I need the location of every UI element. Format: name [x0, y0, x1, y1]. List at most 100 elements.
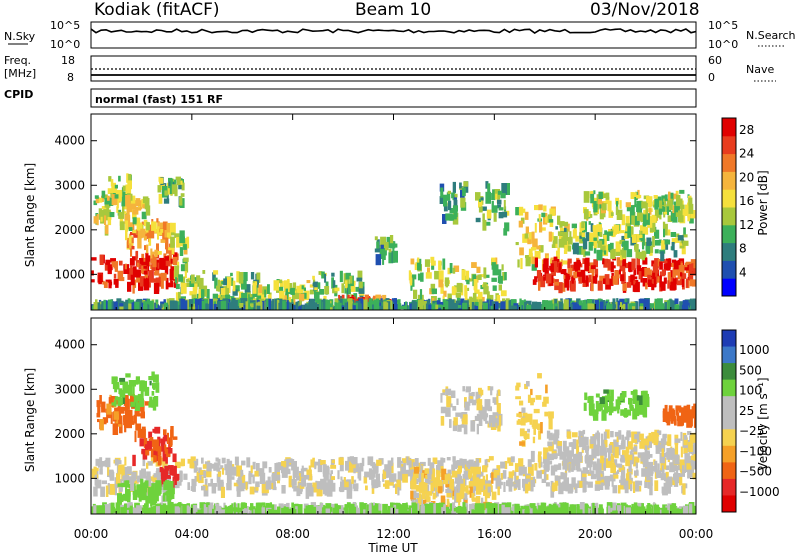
- heatmap-cell: [620, 454, 626, 463]
- heatmap-cell: [629, 205, 635, 217]
- heatmap-cell: [216, 473, 221, 483]
- heatmap-cell: [647, 461, 653, 467]
- heatmap-cell: [526, 475, 531, 479]
- heatmap-cell: [142, 261, 147, 266]
- heatmap-cell: [578, 451, 583, 463]
- heatmap-cell: [688, 263, 692, 276]
- heatmap-cell: [674, 438, 681, 443]
- heatmap-cell: [114, 400, 117, 407]
- heatmap-cell: [644, 438, 649, 446]
- heatmap-cell: [491, 205, 498, 213]
- heatmap-cell: [261, 481, 267, 494]
- heatmap-cell: [441, 507, 445, 514]
- heatmap-cell: [608, 244, 612, 251]
- heatmap-cell: [621, 248, 627, 258]
- heatmap-cell: [544, 411, 549, 417]
- heatmap-cell: [538, 430, 542, 440]
- heatmap-cell: [549, 304, 554, 310]
- heatmap-cell: [628, 507, 631, 514]
- heatmap-cell: [267, 476, 271, 482]
- heatmap-cell: [654, 480, 659, 491]
- heatmap-cell: [388, 470, 392, 478]
- heatmap-cell: [266, 298, 269, 310]
- heatmap-cell: [672, 460, 678, 471]
- heatmap-cell: [656, 470, 662, 478]
- heatmap-cell: [570, 507, 577, 514]
- heatmap-cell: [146, 462, 149, 469]
- heatmap-cell: [255, 481, 260, 488]
- heatmap-cell: [649, 483, 653, 496]
- heatmap-cell: [667, 215, 673, 222]
- heatmap-cell: [168, 247, 172, 251]
- heatmap-cell: [597, 463, 602, 474]
- heatmap-cell: [199, 474, 202, 481]
- heatmap-cell: [533, 506, 537, 514]
- heatmap-cell: [460, 483, 466, 489]
- heatmap-cell: [131, 471, 137, 481]
- heatmap-cell: [665, 479, 670, 485]
- power-y-label: Slant Range [km]: [23, 163, 37, 267]
- heatmap-cell: [163, 434, 168, 442]
- heatmap-cell: [619, 265, 625, 272]
- heatmap-cell: [126, 173, 129, 183]
- heatmap-cell: [438, 486, 443, 494]
- heatmap-cell: [589, 232, 594, 241]
- heatmap-cell: [393, 243, 398, 248]
- heatmap-cell: [376, 241, 380, 251]
- heatmap-cell: [557, 441, 562, 446]
- heatmap-cell: [426, 491, 430, 503]
- heatmap-cell: [99, 254, 104, 265]
- heatmap-cell: [581, 221, 585, 229]
- heatmap-cell: [195, 509, 201, 514]
- heatmap-cell: [536, 245, 541, 250]
- heatmap-cell: [486, 209, 492, 219]
- heatmap-cell: [156, 243, 159, 253]
- heatmap-cell: [684, 262, 688, 268]
- heatmap-cell: [680, 272, 683, 277]
- heatmap-cell: [593, 190, 596, 195]
- heatmap-cell: [127, 466, 132, 475]
- heatmap-cell: [140, 228, 146, 238]
- heatmap-cell: [243, 272, 248, 282]
- heatmap-cell: [430, 256, 435, 263]
- heatmap-cell: [281, 468, 288, 478]
- noise-left-tick-high: 10^5: [50, 19, 80, 32]
- heatmap-cell: [584, 503, 589, 514]
- heatmap-cell: [564, 227, 567, 232]
- heatmap-cell: [478, 291, 483, 300]
- heatmap-cell: [95, 505, 101, 514]
- heatmap-cell: [274, 504, 277, 514]
- velocity-colorbar-swatch: [722, 429, 736, 447]
- heatmap-cell: [654, 299, 658, 310]
- heatmap-cell: [91, 279, 95, 283]
- heatmap-cell: [492, 264, 499, 276]
- heatmap-cell: [589, 470, 595, 475]
- heatmap-cell: [352, 305, 356, 310]
- heatmap-cell: [238, 473, 244, 481]
- heatmap-cell: [174, 277, 178, 284]
- heatmap-cell: [502, 211, 508, 218]
- heatmap-cell: [526, 304, 532, 310]
- heatmap-cell: [691, 409, 696, 417]
- heatmap-cell: [677, 412, 680, 421]
- heatmap-cell: [317, 282, 321, 289]
- heatmap-cell: [453, 417, 458, 426]
- heatmap-cell: [402, 458, 406, 464]
- power-colorbar-tick: 20: [739, 170, 754, 184]
- heatmap-cell: [616, 436, 619, 443]
- heatmap-cell: [612, 298, 616, 310]
- heatmap-cell: [151, 221, 157, 233]
- heatmap-cell: [230, 272, 233, 277]
- heatmap-cell: [482, 475, 486, 488]
- heatmap-cell: [348, 503, 354, 514]
- heatmap-cell: [500, 461, 506, 469]
- heatmap-cell: [350, 282, 356, 292]
- heatmap-cell: [627, 226, 631, 238]
- heatmap-cell: [92, 305, 95, 310]
- heatmap-cell: [432, 457, 438, 465]
- heatmap-cell: [96, 400, 101, 408]
- heatmap-cell: [653, 195, 658, 199]
- heatmap-cell: [258, 502, 263, 514]
- heatmap-cell: [163, 491, 169, 497]
- heatmap-cell: [471, 497, 478, 502]
